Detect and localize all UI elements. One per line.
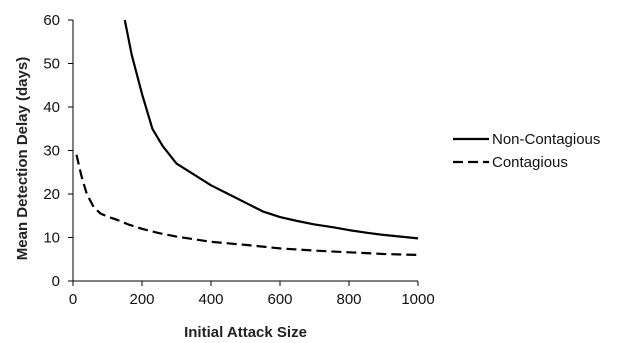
legend-label-non-contagious: Non-Contagious [492,131,600,148]
series-line-contagious [75,154,419,256]
legend-label-contagious: Contagious [492,154,568,171]
x-axis: 0 200 400 600 800 1000 [69,280,435,308]
y-tick-label-10: 10 [43,230,60,247]
x-tick-label-1000: 1000 [401,291,434,308]
y-tick-label-40: 40 [43,99,60,116]
x-ticks: 0 200 400 600 800 1000 [69,281,435,308]
x-axis-title: Initial Attack Size [184,324,307,341]
y-axis: 0 10 20 30 40 50 60 [43,12,74,290]
y-tick-label-50: 50 [43,56,60,73]
x-tick-label-400: 400 [198,291,223,308]
plot-lines [75,19,419,256]
y-tick-label-60: 60 [43,12,60,29]
y-tick-label-30: 30 [43,143,60,160]
x-tick-label-800: 800 [336,291,361,308]
y-tick-label-20: 20 [43,186,60,203]
series-line-non-contagious [123,19,419,240]
legend: Non-Contagious Contagious [453,131,600,171]
x-tick-label-600: 600 [267,291,292,308]
x-tick-label-200: 200 [129,291,154,308]
y-tick-label-0: 0 [52,273,60,290]
x-tick-label-0: 0 [69,291,77,308]
y-axis-title: Mean Detection Delay (days) [14,57,31,260]
y-ticks: 0 10 20 30 40 50 60 [43,12,73,290]
